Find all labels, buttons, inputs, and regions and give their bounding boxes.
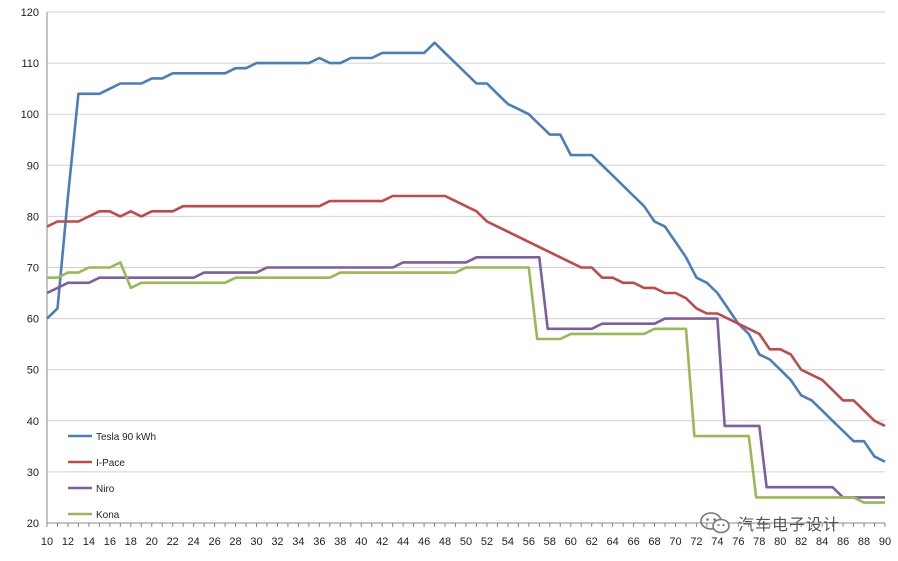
x-tick-label: 88 — [858, 536, 870, 548]
y-tick-label: 90 — [27, 160, 39, 172]
x-tick-label: 26 — [208, 536, 220, 548]
x-tick-label: 22 — [167, 536, 179, 548]
x-tick-label: 84 — [816, 536, 828, 548]
y-tick-label: 70 — [27, 263, 39, 275]
x-tick-label: 18 — [125, 536, 137, 548]
x-tick-label: 52 — [481, 536, 493, 548]
x-tick-label: 20 — [146, 536, 158, 548]
legend-label: Kona — [96, 510, 120, 521]
series-line — [46, 194, 886, 428]
watermark-text: 汽车电子设计 — [738, 515, 841, 534]
x-tick-label: 78 — [753, 536, 765, 548]
x-tick-label: 72 — [690, 536, 702, 548]
y-tick-label: 120 — [21, 7, 39, 19]
x-tick-label: 48 — [439, 536, 451, 548]
x-tick-labels: 10 12 14 16 18 20 22 24 26 28 30 32 34 36 38 40 42 44 46 48… — [41, 536, 891, 548]
x-tick-label: 42 — [376, 536, 388, 548]
y-tick-label: 20 — [27, 518, 39, 530]
x-tick-label: 76 — [732, 536, 744, 548]
series-line — [46, 256, 885, 499]
x-tick-label: 28 — [229, 536, 241, 548]
x-tick-label: 64 — [607, 536, 619, 548]
y-tick-label: 50 — [27, 365, 39, 377]
x-tick-label: 62 — [586, 536, 598, 548]
x-tick-label: 74 — [711, 536, 723, 548]
legend-label: I-Pace — [96, 458, 125, 469]
series-line — [47, 261, 885, 504]
x-tick-label: 90 — [879, 536, 891, 548]
x-tick-label: 56 — [523, 536, 535, 548]
x-tick-label: 46 — [418, 536, 430, 548]
x-tick-label: 40 — [355, 536, 367, 548]
x-tick-label: 68 — [648, 536, 660, 548]
x-tick-label: 12 — [62, 536, 74, 548]
x-tick-label: 30 — [250, 536, 262, 548]
x-tick-label: 50 — [460, 536, 472, 548]
x-tick-label: 58 — [544, 536, 556, 548]
x-tick-label: 86 — [837, 536, 849, 548]
x-tick-label: 70 — [669, 536, 681, 548]
x-tick-label: 44 — [397, 536, 409, 548]
wechat-icon — [700, 512, 730, 534]
x-tick-label: 66 — [627, 536, 639, 548]
legend: Tesla 90 kWh I-Pace Niro Kona — [68, 432, 156, 521]
x-tick-label: 14 — [83, 536, 95, 548]
y-tick-label: 100 — [21, 109, 39, 121]
axes — [46, 12, 886, 527]
x-tick-label: 38 — [334, 536, 346, 548]
x-tick-label: 36 — [313, 536, 325, 548]
y-tick-labels: 20 30 40 50 60 70 80 90 100 110 120 — [21, 7, 39, 530]
y-tick-label: 30 — [27, 467, 39, 479]
y-tick-label: 110 — [21, 58, 39, 70]
x-tick-label: 54 — [502, 536, 514, 548]
x-tick-label: 24 — [188, 536, 200, 548]
x-tick-label: 80 — [774, 536, 786, 548]
watermark: 汽车电子设计 — [698, 511, 840, 535]
y-tick-label: 60 — [27, 314, 39, 326]
x-tick-label: 60 — [565, 536, 577, 548]
x-tick-label: 82 — [795, 536, 807, 548]
legend-label: Niro — [96, 484, 115, 495]
x-tick-label: 34 — [292, 536, 304, 548]
x-tick-label: 32 — [271, 536, 283, 548]
y-tick-label: 80 — [27, 211, 39, 223]
y-tick-label: 40 — [27, 416, 39, 428]
x-tick-label: 10 — [41, 536, 53, 548]
legend-label: Tesla 90 kWh — [96, 432, 156, 443]
series-line — [46, 41, 886, 463]
series-lines — [46, 41, 886, 504]
x-tick-label: 16 — [104, 536, 116, 548]
